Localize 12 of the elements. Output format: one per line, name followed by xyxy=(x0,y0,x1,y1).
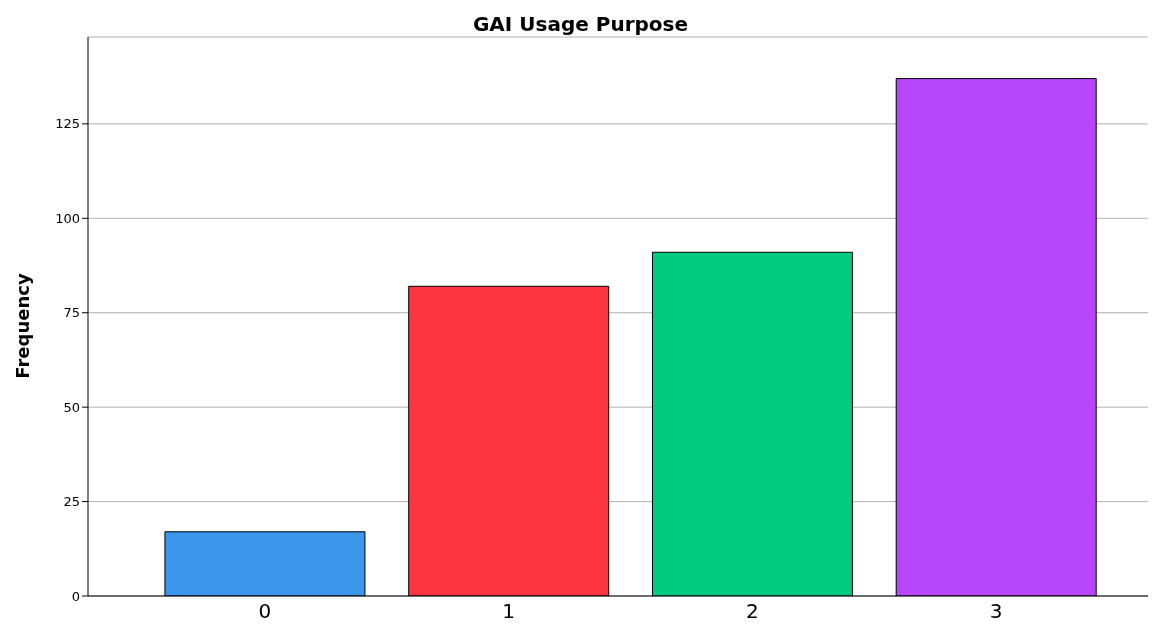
x-tick-label: 2 xyxy=(746,599,759,624)
y-tick-label: 25 xyxy=(63,494,80,510)
x-tick-label: 0 xyxy=(258,599,272,624)
y-tick-label: 100 xyxy=(55,210,80,226)
y-tick-label: 125 xyxy=(55,116,80,132)
y-tick-label: 50 xyxy=(63,399,80,415)
y-tick-label: 0 xyxy=(71,588,80,604)
y-axis-title: Frequency xyxy=(11,273,33,379)
chart-title: GAI Usage Purpose xyxy=(471,12,690,36)
y-tick-label: 75 xyxy=(63,305,80,321)
x-tick-label: 3 xyxy=(989,599,1003,624)
x-tick-label: 1 xyxy=(502,599,515,624)
